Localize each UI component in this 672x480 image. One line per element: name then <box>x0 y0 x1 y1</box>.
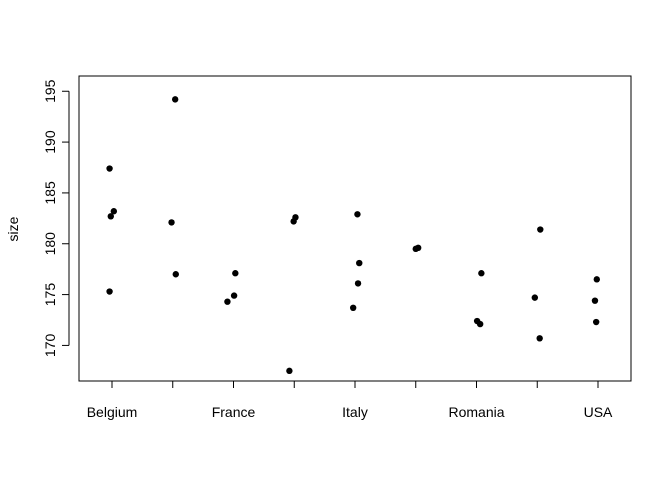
data-point <box>591 297 599 304</box>
y-axis: 170 175 180 185 190 195 <box>42 79 70 358</box>
x-tick-label: Italy <box>342 404 368 420</box>
y-tick-label: 190 <box>42 130 58 154</box>
data-point <box>593 276 600 283</box>
data-point <box>592 318 600 326</box>
data-point <box>478 270 485 277</box>
data-point <box>171 96 179 103</box>
x-tick-label: Belgium <box>87 404 138 420</box>
x-axis: Belgium France Italy Romania USA <box>87 380 613 420</box>
data-point <box>224 298 231 305</box>
data-point <box>292 214 299 221</box>
data-point <box>107 213 114 220</box>
plot-frame <box>78 75 632 382</box>
data-point <box>110 208 118 215</box>
data-point <box>172 271 179 278</box>
y-tick-label: 170 <box>42 334 58 358</box>
data-point <box>106 165 113 172</box>
x-tick-label: Romania <box>448 404 504 420</box>
data-point <box>537 226 544 233</box>
data-point <box>356 259 363 267</box>
data-points <box>106 96 600 375</box>
data-point <box>106 288 113 295</box>
y-tick-label: 175 <box>42 283 58 307</box>
data-point <box>349 304 357 311</box>
x-tick-label: USA <box>584 404 613 420</box>
data-point <box>414 244 422 252</box>
data-point <box>476 320 484 328</box>
y-tick-label: 185 <box>42 181 58 205</box>
x-tick-label: France <box>212 404 256 420</box>
data-point <box>168 219 175 226</box>
data-point <box>232 270 239 277</box>
y-axis-title: size <box>5 216 21 241</box>
y-tick-label: 180 <box>42 232 58 256</box>
data-point <box>354 211 361 218</box>
data-point <box>286 367 293 375</box>
data-point <box>230 292 238 299</box>
y-tick-label: 195 <box>42 79 58 103</box>
data-point <box>536 335 543 342</box>
data-point <box>354 280 362 287</box>
data-point <box>531 294 539 301</box>
